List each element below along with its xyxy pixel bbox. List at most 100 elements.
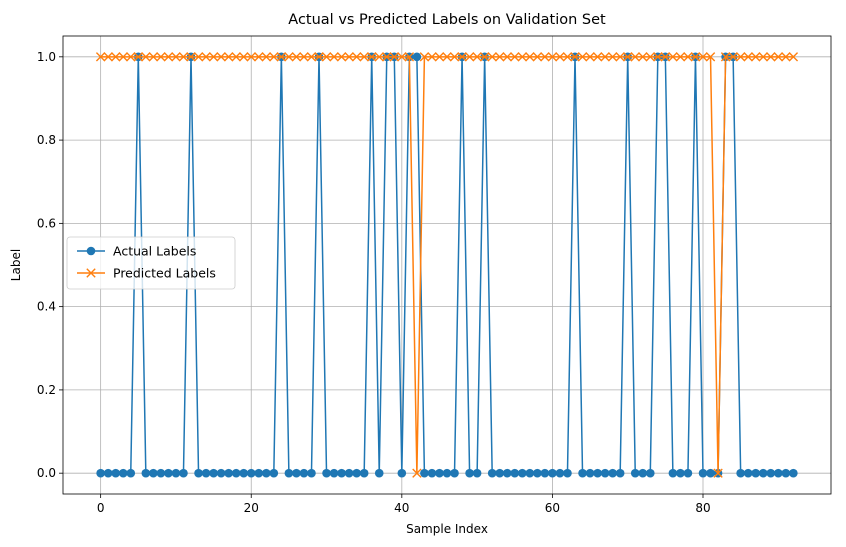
legend-label: Actual Labels	[113, 244, 196, 259]
data-point	[698, 468, 708, 478]
legend: Actual Labels Predicted Labels	[66, 236, 236, 290]
data-point	[487, 52, 497, 62]
data-point	[578, 468, 587, 478]
data-point	[683, 468, 693, 478]
data-point	[194, 468, 203, 478]
data-point	[141, 52, 151, 62]
data-point	[495, 468, 505, 478]
data-point	[495, 52, 505, 62]
data-point	[675, 52, 686, 62]
data-point	[510, 52, 520, 62]
data-point	[111, 52, 121, 62]
data-point	[781, 468, 791, 478]
data-point	[224, 468, 233, 478]
data-point	[344, 52, 354, 62]
data-point	[502, 52, 512, 62]
data-point	[427, 468, 437, 478]
data-point	[427, 52, 437, 62]
data-point	[638, 468, 648, 478]
data-point	[397, 468, 407, 478]
data-point	[465, 468, 474, 478]
x-tick-label: 80	[695, 501, 710, 515]
x-tick-label: 60	[545, 501, 560, 515]
data-point	[555, 468, 565, 478]
data-point	[329, 52, 339, 62]
data-point	[299, 468, 309, 478]
data-point	[261, 52, 271, 62]
data-point	[600, 52, 610, 62]
data-point	[547, 52, 558, 62]
legend-marker	[86, 268, 96, 278]
data-point	[164, 468, 173, 478]
data-point	[103, 52, 113, 62]
data-point	[766, 468, 776, 478]
data-point	[645, 468, 655, 478]
data-point	[201, 468, 211, 478]
x-tick-label: 20	[244, 501, 259, 515]
data-point	[735, 52, 746, 62]
data-point	[449, 52, 460, 62]
data-point	[156, 468, 166, 478]
data-point	[209, 468, 218, 478]
data-point	[713, 468, 723, 478]
data-point	[306, 52, 317, 62]
data-point	[95, 52, 106, 62]
data-point	[397, 52, 407, 62]
data-point	[525, 468, 535, 478]
data-point	[585, 468, 595, 478]
data-point	[351, 52, 362, 62]
data-point	[239, 52, 249, 62]
data-point	[487, 468, 497, 478]
data-point	[653, 52, 663, 62]
data-point	[179, 468, 188, 478]
data-point	[344, 468, 354, 478]
data-point	[412, 468, 422, 478]
data-point	[788, 52, 799, 62]
data-point	[231, 468, 241, 478]
data-point	[592, 52, 603, 62]
data-point	[585, 52, 595, 62]
data-point	[171, 52, 181, 62]
data-point	[736, 468, 745, 478]
y-tick-label: 0.8	[37, 133, 56, 147]
plot-frame	[62, 35, 832, 495]
data-point	[156, 52, 166, 62]
data-point	[435, 468, 444, 478]
data-point	[562, 52, 573, 62]
data-point	[570, 52, 580, 62]
data-point	[743, 468, 753, 478]
data-point	[630, 52, 640, 62]
data-point	[472, 468, 482, 478]
data-point	[329, 468, 339, 478]
data-point	[254, 52, 264, 62]
data-point	[420, 468, 429, 478]
data-point	[216, 468, 226, 478]
data-point	[163, 52, 174, 62]
data-point	[231, 52, 241, 62]
data-point	[126, 468, 136, 478]
data-point	[374, 468, 384, 478]
data-point	[683, 52, 693, 62]
data-point	[404, 52, 415, 62]
data-point	[540, 468, 550, 478]
data-point	[457, 52, 467, 62]
data-point	[743, 52, 753, 62]
data-point	[359, 52, 369, 62]
data-point	[216, 52, 226, 62]
data-point	[517, 52, 527, 62]
y-tick-label: 0.0	[37, 466, 56, 480]
data-point	[314, 52, 324, 62]
data-point	[479, 52, 490, 62]
data-point	[111, 468, 121, 478]
data-point	[359, 468, 369, 478]
data-point	[758, 468, 768, 478]
data-point	[660, 52, 671, 62]
x-tick-label: 40	[394, 501, 409, 515]
chart-title: Actual vs Predicted Labels on Validation…	[288, 12, 606, 28]
data-point	[126, 52, 136, 62]
data-point	[548, 468, 557, 478]
data-point	[773, 468, 783, 478]
data-point	[615, 468, 625, 478]
data-point	[789, 468, 798, 478]
data-point	[638, 52, 648, 62]
